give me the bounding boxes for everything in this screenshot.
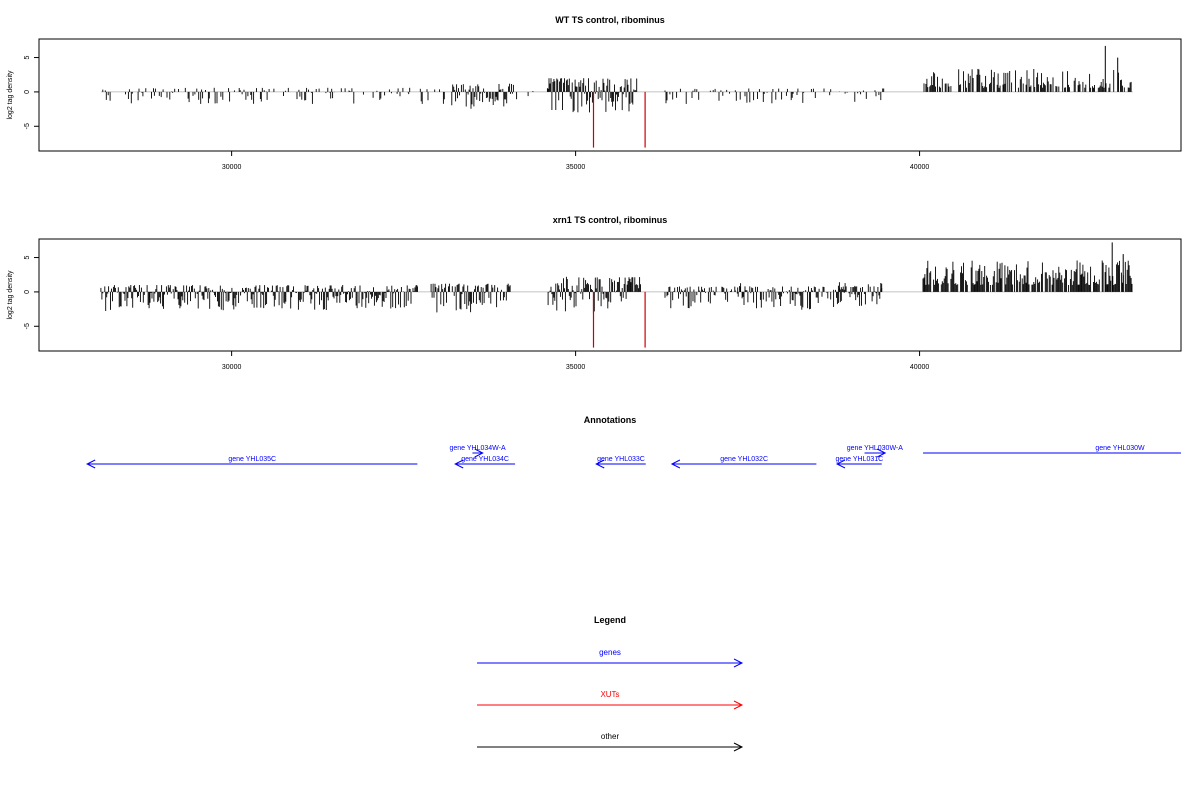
gene-label: gene YHL032C bbox=[720, 456, 768, 463]
legend-item: other bbox=[477, 732, 744, 752]
x-tick-label: 35000 bbox=[566, 364, 586, 371]
gene-label: gene YHL034W-A bbox=[449, 445, 505, 452]
gene-label: gene YHL030W bbox=[1095, 445, 1145, 452]
gene-arrow: gene YHL035C bbox=[86, 456, 418, 469]
panel-title: xrn1 TS control, ribominus bbox=[553, 215, 668, 225]
annotations-title: Annotations bbox=[584, 415, 637, 425]
gene-label: gene YHL035C bbox=[228, 456, 276, 463]
y-tick-label: 0 bbox=[24, 90, 31, 94]
y-tick-label: 0 bbox=[24, 290, 31, 294]
y-tick-label: 5 bbox=[24, 56, 31, 60]
legend: Legend genes XUTs other bbox=[477, 615, 744, 752]
wt-density-panel: WT TS control, ribominus log2 tag densit… bbox=[7, 15, 1182, 171]
arrow-head bbox=[595, 459, 605, 469]
y-tick-label: -5 bbox=[24, 323, 31, 329]
gene-arrow: gene YHL032C bbox=[670, 456, 817, 469]
legend-item: XUTs bbox=[477, 690, 744, 710]
legend-label: genes bbox=[599, 648, 621, 657]
bar-series bbox=[100, 242, 1133, 348]
plot-frame bbox=[38, 38, 1182, 152]
y-tick-label: -5 bbox=[24, 123, 31, 129]
gene-arrows: gene YHL035C gene YHL034W-A gene YHL034C ge… bbox=[86, 445, 1181, 469]
axes: 30000 35000 40000 -5 0 5 bbox=[24, 256, 929, 371]
plot-frame bbox=[38, 238, 1182, 352]
x-tick-label: 35000 bbox=[566, 164, 586, 171]
gene-label: gene YHL031C bbox=[836, 456, 884, 463]
legend-label: XUTs bbox=[600, 690, 619, 699]
arrow-head bbox=[733, 742, 744, 752]
arrow-head bbox=[474, 448, 484, 458]
arrow-head bbox=[733, 658, 744, 668]
legend-item: genes bbox=[477, 648, 744, 668]
y-tick-label: 5 bbox=[24, 256, 31, 260]
gene-label: gene YHL033C bbox=[597, 456, 645, 463]
legend-label: other bbox=[601, 732, 620, 741]
x-tick-label: 40000 bbox=[910, 164, 930, 171]
axes: 30000 35000 40000 -5 0 5 bbox=[24, 56, 929, 171]
gene-arrow: gene YHL030W-A bbox=[847, 445, 903, 458]
gene-arrow: gene YHL030W bbox=[923, 445, 1181, 454]
gene-arrow: gene YHL031C bbox=[835, 456, 884, 469]
arrow-head bbox=[835, 459, 846, 469]
xrn1-density-panel: xrn1 TS control, ribominus log2 tag dens… bbox=[7, 215, 1182, 371]
y-axis-label: log2 tag density bbox=[7, 70, 14, 120]
arrow-head bbox=[876, 448, 887, 458]
arrow-head bbox=[670, 459, 681, 469]
y-axis-label: log2 tag density bbox=[7, 270, 14, 320]
legend-title: Legend bbox=[594, 615, 626, 625]
x-tick-label: 30000 bbox=[222, 164, 242, 171]
gene-arrow: gene YHL033C bbox=[595, 456, 646, 469]
panel-title: WT TS control, ribominus bbox=[555, 15, 665, 25]
x-tick-label: 30000 bbox=[222, 364, 242, 371]
gene-label: gene YHL034C bbox=[461, 456, 509, 463]
arrow-head bbox=[454, 459, 464, 469]
bar-series bbox=[100, 45, 1133, 148]
gene-arrow: gene YHL034W-A bbox=[449, 445, 506, 458]
gene-label: gene YHL030W-A bbox=[847, 445, 903, 452]
gene-arrow: gene YHL034C bbox=[454, 456, 516, 469]
arrow-head bbox=[733, 700, 744, 710]
x-tick-label: 40000 bbox=[910, 364, 930, 371]
legend-items: genes XUTs other bbox=[477, 648, 744, 752]
arrow-head bbox=[86, 459, 96, 469]
